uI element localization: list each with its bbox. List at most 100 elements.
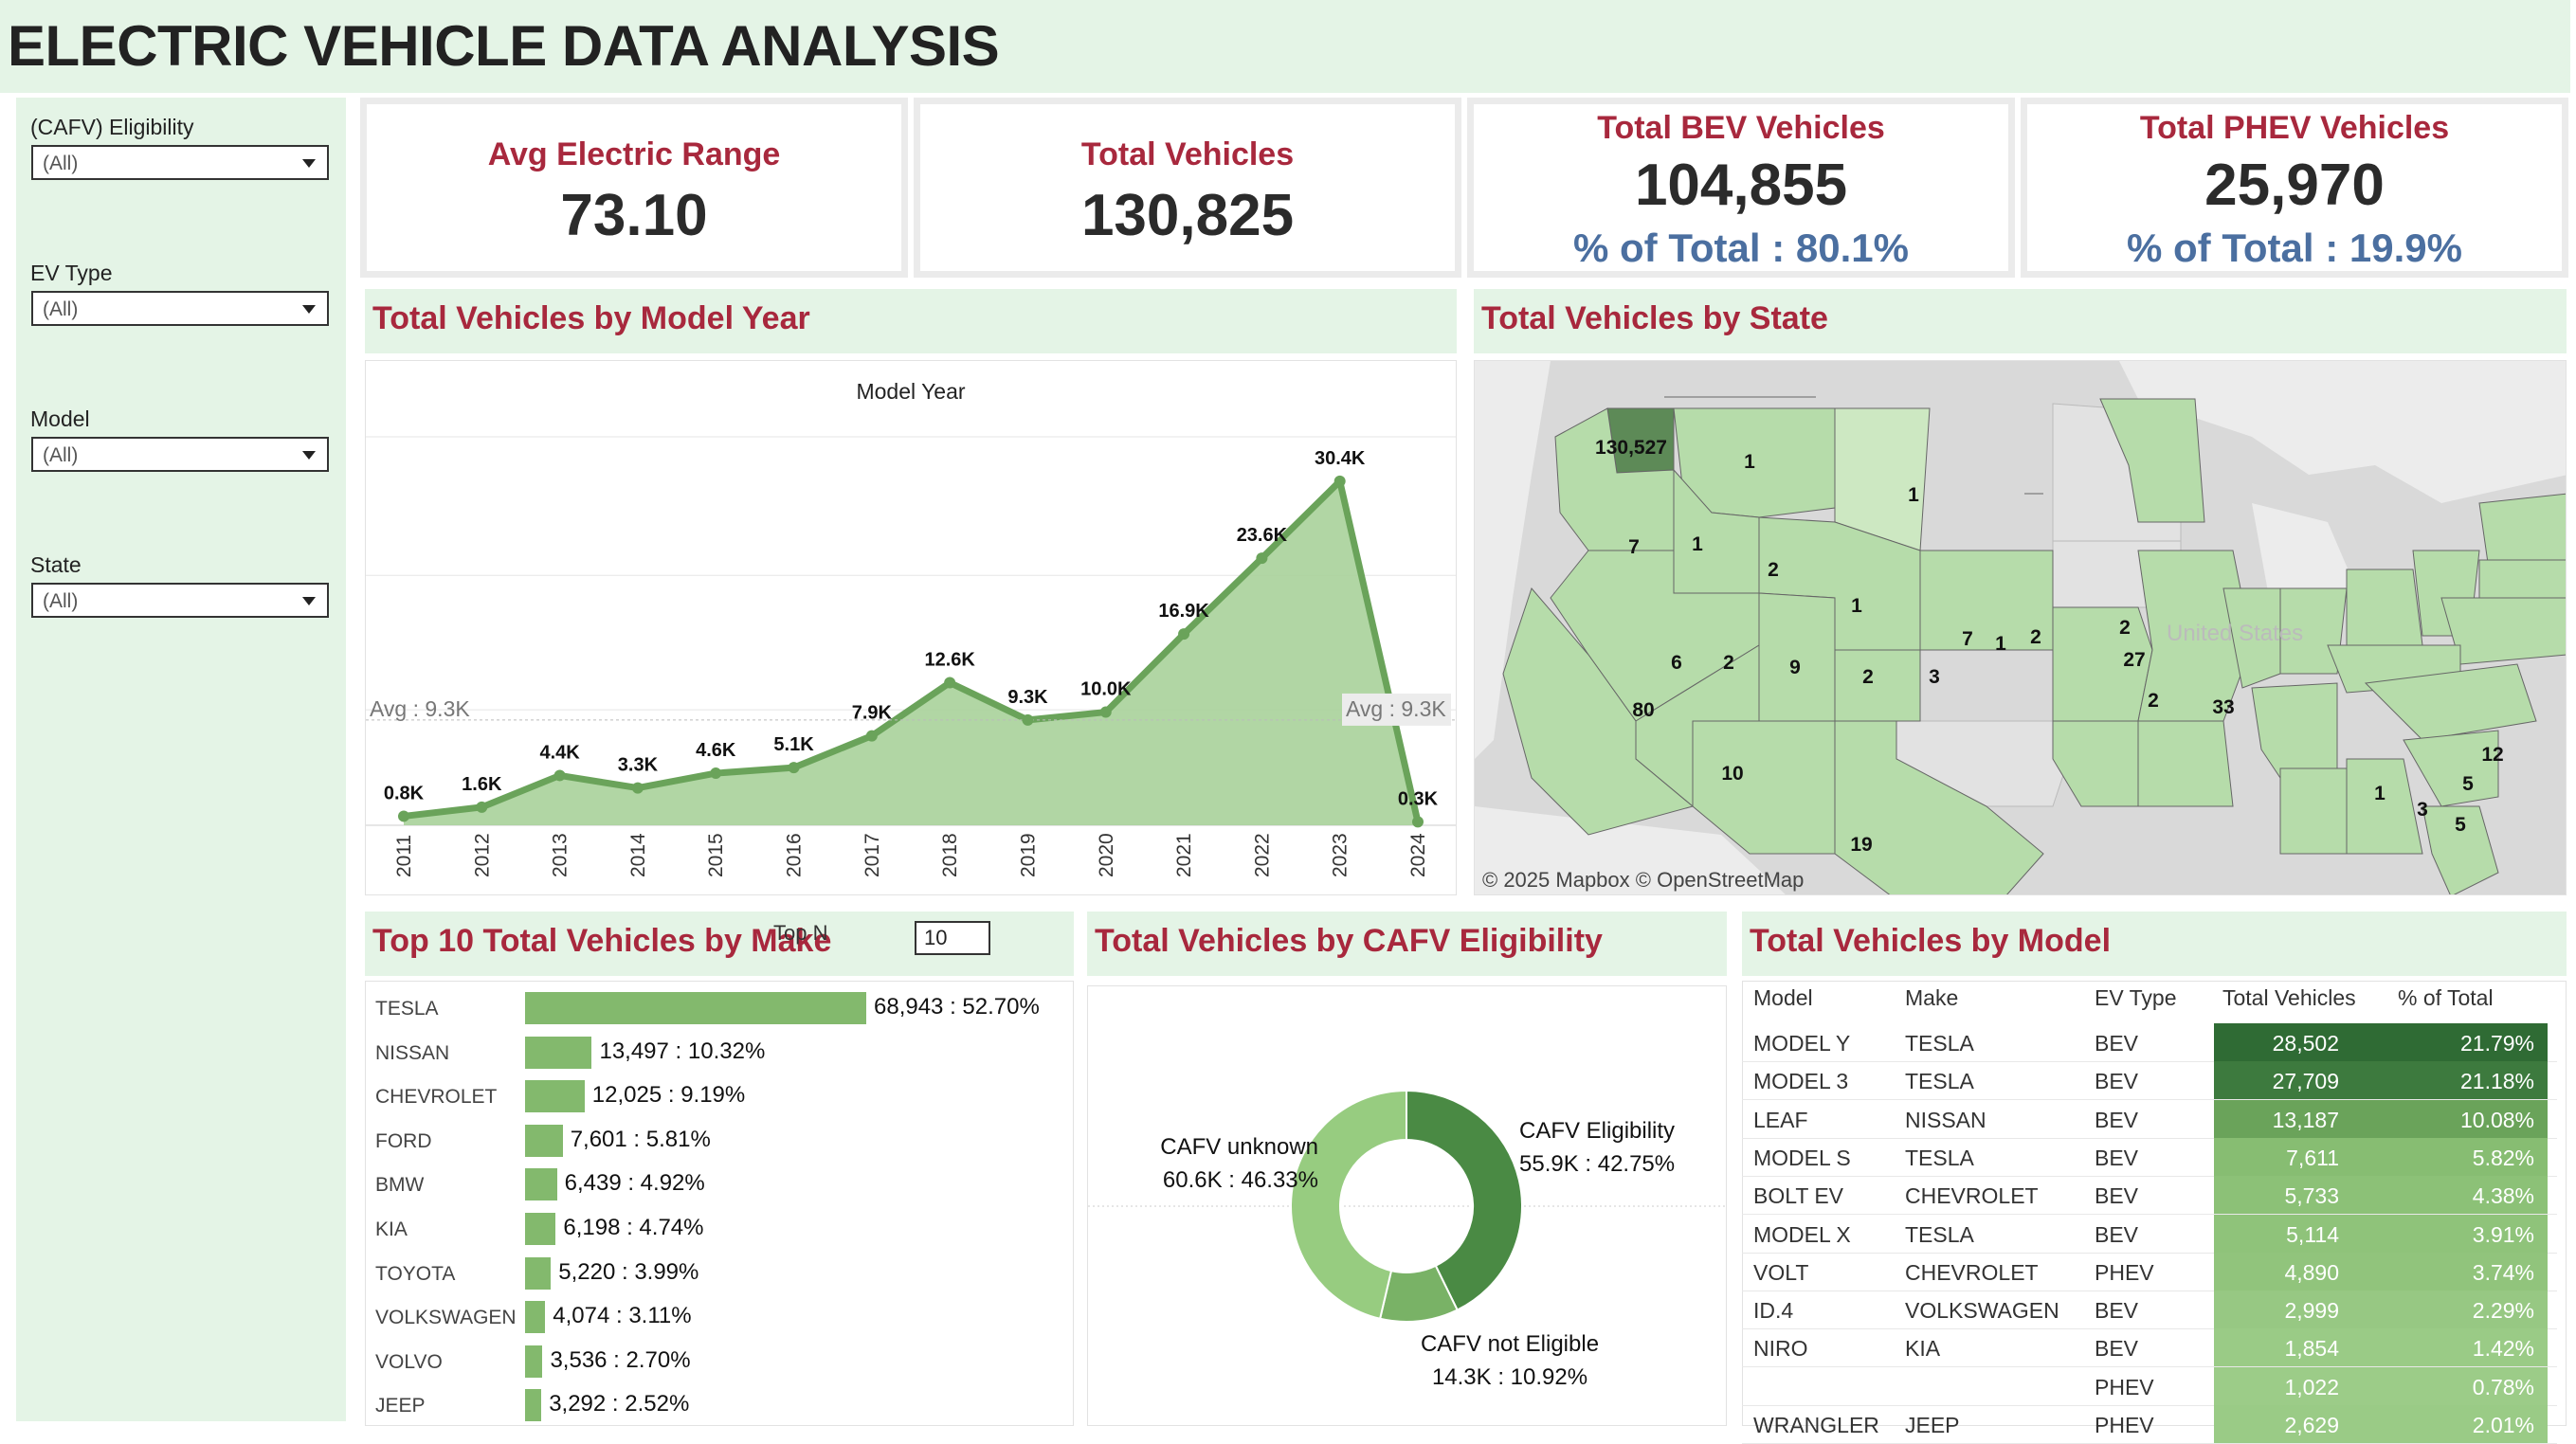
filter-dropdown-state[interactable]: (All) [31,583,329,618]
make-bar[interactable] [525,1080,585,1113]
make-bar[interactable] [525,1124,563,1157]
make-bar[interactable] [525,1256,552,1290]
x-tick-label: 2016 [784,833,806,877]
cell-total: 27,709 [2272,1069,2339,1094]
map-label-mn: 1 [1908,484,1919,506]
filter-value: (All) [43,153,79,174]
make-name: FORD [375,1129,432,1152]
chart-title: Model Year [856,379,965,404]
donut-slice [1290,1089,1407,1320]
section-header-model: Total Vehicles by Model [1742,912,2567,976]
make-name: CHEVROLET [375,1086,498,1109]
table-row[interactable]: MODEL X TESLA BEV 5,114 3.91% [1742,1214,2557,1254]
col-header-pct[interactable]: % of Total [2398,985,2494,1010]
filter-value: (All) [43,298,79,320]
make-bar-label: 13,497 : 10.32% [599,1038,766,1064]
make-bar-label: 68,943 : 52.70% [874,994,1040,1020]
table-row[interactable]: VOLT CHEVROLET PHEV 4,890 3.74% [1742,1252,2557,1291]
cafv-donut-panel: CAFV unknown 60.6K : 46.33% CAFV Eligibi… [1087,985,1727,1426]
table-row[interactable]: MODEL S TESLA BEV 7,611 5.82% [1742,1137,2557,1177]
make-name: JEEP [375,1395,426,1417]
filter-dropdown-model[interactable]: (All) [31,437,329,472]
top-n-label: Top N [773,921,828,945]
table-row[interactable]: MODEL Y TESLA BEV 28,502 21.79% [1742,1023,2557,1062]
kpi-total-bev: Total BEV Vehicles 104,855 % of Total : … [1467,98,2015,278]
cell-pct: 10.08% [2459,1107,2534,1132]
col-header-make[interactable]: Make [1905,985,1959,1010]
col-header-model[interactable]: Model [1753,985,1813,1010]
cell-make: NISSAN [1905,1107,1986,1132]
table-row[interactable]: PHEV 1,022 0.78% [1742,1366,2557,1406]
table-row[interactable]: BOLT EV CHEVROLET BEV 5,733 4.38% [1742,1176,2557,1216]
make-bar[interactable] [525,1345,543,1378]
map-label-az: 10 [1721,763,1743,785]
data-label: 7.9K [852,703,893,724]
make-bar-row[interactable]: VOLVO 3,536 : 2.70% [366,1340,1067,1383]
make-bar-label: 12,025 : 9.19% [591,1082,746,1109]
data-label: 5.1K [773,734,814,755]
cell-make: TESLA [1905,1145,1974,1170]
filter-label-model: Model [30,406,90,431]
table-row[interactable]: ID.4 VOLKSWAGEN BEV 2,999 2.29% [1742,1291,2557,1330]
make-name: TESLA [375,998,439,1020]
make-bar-row[interactable]: BMW 6,439 : 4.92% [366,1163,1067,1206]
make-bar-row[interactable]: NISSAN 13,497 : 10.32% [366,1031,1067,1074]
kpi-label: Total PHEV Vehicles [2139,110,2450,146]
make-bar[interactable] [525,992,866,1024]
make-bar-label: 7,601 : 5.81% [570,1126,711,1152]
heat-cell [2214,1366,2548,1405]
make-bar[interactable] [525,1168,557,1201]
data-label: 16.9K [1158,601,1209,622]
kpi-label: Avg Electric Range [487,136,781,172]
us-state-map[interactable]: United States 130,527 1 1 7 1 2 1 6 2 9 … [1475,361,2567,895]
data-point [1022,713,1034,726]
map-label-nv: 6 [1671,652,1682,674]
top-n-input[interactable]: 10 [915,921,990,955]
make-bar-row[interactable]: JEEP 3,292 : 2.52% [366,1383,1067,1427]
cell-total: 28,502 [2272,1031,2339,1056]
section-title: Top 10 Total Vehicles by Make [372,923,832,959]
table-row[interactable]: NIRO KIA BEV 1,854 1.42% [1742,1328,2557,1368]
cell-make: TESLA [1905,1031,1974,1056]
make-bar-row[interactable]: TESLA 68,943 : 52.70% [366,986,1067,1030]
cell-total: 13,187 [2272,1107,2339,1132]
make-bar[interactable] [525,1213,556,1245]
slice-label-unknown: 60.6K : 46.33% [1163,1167,1318,1193]
kpi-percent: % of Total : 80.1% [1573,226,1909,270]
make-bar-row[interactable]: TOYOTA 5,220 : 3.99% [366,1252,1067,1295]
table-row[interactable]: MODEL 3 TESLA BEV 27,709 21.18% [1742,1061,2557,1101]
map-attribution: © 2025 Mapbox © OpenStreetMap [1482,868,1804,892]
make-bar-row[interactable]: CHEVROLET 12,025 : 9.19% [366,1074,1067,1118]
cell-pct: 4.38% [2472,1183,2534,1209]
data-label: 10.0K [1080,679,1132,700]
cell-ev-type: BEV [2095,1336,2139,1362]
make-bar[interactable] [525,1389,542,1422]
data-point [1099,706,1112,718]
cell-ev-type: BEV [2095,1298,2139,1324]
filter-dropdown-ev-type[interactable]: (All) [31,291,329,326]
make-bar-row[interactable]: KIA 6,198 : 4.74% [366,1207,1067,1251]
make-bar[interactable] [525,1036,592,1069]
data-point [944,677,956,689]
slice-name-eligible: CAFV Eligibility [1519,1118,1675,1144]
make-name: VOLVO [375,1350,443,1373]
col-header-ev-type[interactable]: EV Type [2095,985,2177,1010]
table-row[interactable]: WRANGLER JEEP PHEV 2,629 2.01% [1742,1405,2557,1444]
kpi-value: 73.10 [560,183,708,248]
cell-ev-type: PHEV [2095,1413,2154,1437]
x-tick-label: 2022 [1251,833,1273,877]
make-bar[interactable] [525,1301,546,1334]
map-label-pa: 2 [2148,690,2159,712]
table-row[interactable]: LEAF NISSAN BEV 13,187 10.08% [1742,1099,2557,1139]
make-bar-row[interactable]: VOLKSWAGEN 4,074 : 3.11% [366,1295,1067,1339]
data-point [710,767,722,780]
x-tick-label: 2018 [939,833,961,877]
make-bar-row[interactable]: FORD 7,601 : 5.81% [366,1119,1067,1163]
x-tick-label: 2017 [862,833,883,877]
heat-cell [2214,1023,2548,1061]
title-bar: ELECTRIC VEHICLE DATA ANALYSIS [0,0,2570,93]
col-header-total[interactable]: Total Vehicles [2222,985,2356,1010]
state-map-panel[interactable]: United States 130,527 1 1 7 1 2 1 6 2 9 … [1474,360,2567,895]
filter-dropdown-cafv[interactable]: (All) [31,145,329,180]
data-label: 4.4K [539,742,580,763]
